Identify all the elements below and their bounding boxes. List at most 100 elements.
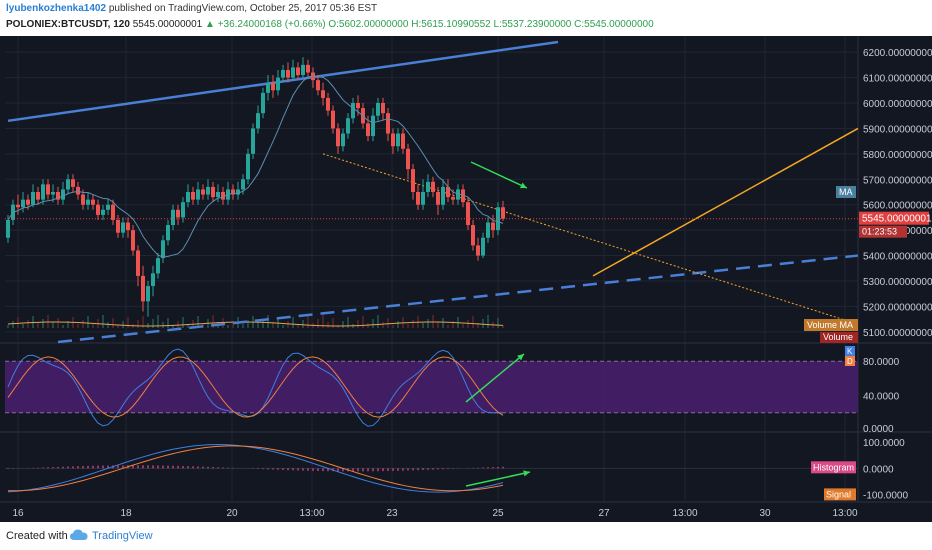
volume-bar bbox=[407, 324, 409, 328]
candle-body bbox=[91, 199, 95, 205]
symbol-info: POLONIEX:BTCUSDT, 120 5545.00000001 ▲ +3… bbox=[6, 19, 654, 30]
price-tick-label: 5900.00000000 bbox=[863, 124, 932, 135]
volume-bar bbox=[122, 321, 124, 328]
candle-body bbox=[111, 204, 115, 220]
annotation-arrow bbox=[465, 471, 531, 487]
candle-body bbox=[56, 192, 60, 200]
macd-pane: 100.0000 0.0000 -100.0000 Histogram Signal bbox=[5, 438, 908, 502]
tradingview-cloud-icon bbox=[70, 529, 88, 540]
header-bar: lyubenkozhenka1402 published on TradingV… bbox=[0, 0, 932, 36]
candle-body bbox=[186, 192, 190, 203]
candle-body bbox=[141, 275, 145, 302]
volume-bar bbox=[187, 324, 189, 328]
macd-tick-label: 0.0000 bbox=[863, 464, 894, 475]
volume-bar bbox=[322, 315, 324, 328]
candle-body bbox=[61, 189, 65, 200]
candle-body bbox=[466, 202, 470, 226]
candle-body bbox=[241, 179, 245, 190]
volume-bar bbox=[117, 325, 119, 328]
trendline-lower-support bbox=[57, 254, 859, 344]
volume-bar bbox=[377, 315, 379, 328]
candle-body bbox=[201, 189, 205, 195]
volume-bar bbox=[262, 319, 264, 328]
candle-body bbox=[126, 222, 130, 231]
moving-average-line bbox=[7, 75, 504, 258]
volume-bar bbox=[332, 318, 334, 328]
candle-body bbox=[336, 128, 340, 147]
candle-body bbox=[486, 222, 490, 238]
volume-bar bbox=[62, 325, 64, 328]
volume-bar bbox=[342, 321, 344, 328]
close-value: C:5545.00000000 bbox=[574, 19, 654, 30]
volume-box bbox=[820, 332, 858, 343]
candle-body bbox=[421, 192, 425, 205]
tradingview-link[interactable]: TradingView bbox=[92, 530, 153, 542]
candle-body bbox=[21, 199, 25, 208]
volume-bar bbox=[47, 315, 49, 328]
volume-bar bbox=[102, 315, 104, 328]
author-link[interactable]: lyubenkozhenka1402 bbox=[6, 3, 107, 14]
annotation-arrow bbox=[465, 353, 525, 403]
volume-bar bbox=[77, 324, 79, 328]
volume-bar bbox=[387, 318, 389, 328]
candle-body bbox=[96, 204, 100, 215]
candle-body bbox=[391, 133, 395, 147]
candle-body bbox=[366, 123, 370, 137]
candle-body bbox=[271, 82, 275, 91]
time-tick-label: 25 bbox=[492, 508, 504, 519]
volume-bar bbox=[227, 325, 229, 328]
candle-body bbox=[316, 80, 320, 91]
volume-bar bbox=[247, 320, 249, 328]
candle-body bbox=[291, 67, 295, 78]
volume-bar bbox=[362, 316, 364, 328]
macd-tick-label: 100.0000 bbox=[863, 438, 905, 449]
volume-ma-box bbox=[804, 319, 858, 331]
price-tick-label: 6100.00000000 bbox=[863, 74, 932, 85]
stochastic-k-badge bbox=[845, 346, 855, 356]
candle-body bbox=[401, 133, 405, 149]
candle-body bbox=[356, 103, 360, 109]
candle-body bbox=[71, 179, 75, 187]
trendline-projection bbox=[592, 127, 859, 277]
annotation-arrowhead bbox=[523, 470, 530, 477]
volume-bar bbox=[337, 325, 339, 328]
signal-label-box bbox=[824, 488, 856, 501]
price-tick-label: 5600.00000000 bbox=[863, 201, 932, 212]
chart-area[interactable]: 80.0000 40.0000 0.0000 KD 100.0000 0.0000 -10… bbox=[0, 36, 932, 522]
candle-body bbox=[31, 192, 35, 205]
volume-bar bbox=[432, 315, 434, 328]
volume-bar bbox=[477, 323, 479, 328]
volume-bar bbox=[57, 318, 59, 328]
created-with-text: Created with bbox=[6, 530, 68, 542]
candle-body bbox=[381, 103, 385, 114]
candle-body bbox=[51, 192, 55, 195]
volume-bar bbox=[172, 325, 174, 328]
macd-signal-line bbox=[7, 445, 504, 492]
candle-body bbox=[476, 245, 480, 256]
candle-body bbox=[136, 250, 140, 276]
volume-bar bbox=[22, 324, 24, 328]
candle-body bbox=[196, 189, 200, 200]
volume-bar bbox=[317, 319, 319, 328]
candle-body bbox=[106, 204, 110, 210]
symbol-label: POLONIEX:BTCUSDT, 120 bbox=[6, 19, 130, 30]
volume-label: Volume bbox=[823, 332, 853, 342]
open-value: O:5602.00000000 bbox=[328, 19, 409, 30]
volume-bar bbox=[437, 322, 439, 328]
stochastic-k-letter: K bbox=[847, 347, 853, 356]
volume-bar bbox=[302, 320, 304, 328]
candle-body bbox=[286, 69, 290, 78]
candle-body bbox=[281, 69, 285, 78]
candle-body bbox=[16, 204, 20, 208]
volume-bar bbox=[167, 318, 169, 328]
candle-body bbox=[481, 237, 485, 256]
candle-body bbox=[176, 209, 180, 218]
candle-body bbox=[131, 230, 135, 251]
volume-bar bbox=[427, 319, 429, 328]
candle-body bbox=[376, 103, 380, 116]
price-axis: 6200.00000000 6100.00000000 6000.00000000 5… bbox=[804, 48, 932, 343]
candle-body bbox=[351, 103, 355, 119]
candle-body bbox=[246, 153, 250, 180]
low-value: L:5537.23900000 bbox=[493, 19, 572, 30]
countdown-label: 01:23:53 bbox=[862, 227, 897, 237]
